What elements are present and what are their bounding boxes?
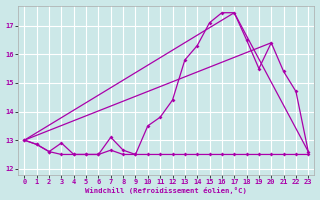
X-axis label: Windchill (Refroidissement éolien,°C): Windchill (Refroidissement éolien,°C) [85, 187, 247, 194]
